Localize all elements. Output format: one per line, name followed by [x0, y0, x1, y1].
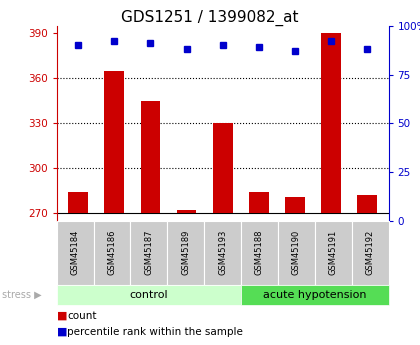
Text: GSM45188: GSM45188: [255, 230, 264, 275]
Bar: [68, 192, 88, 213]
Text: stress ▶: stress ▶: [2, 290, 42, 300]
Bar: [105, 71, 124, 213]
Text: GSM45187: GSM45187: [144, 230, 153, 275]
Bar: [285, 197, 304, 213]
Text: ■: ■: [57, 311, 67, 321]
Bar: [177, 210, 197, 213]
Text: GSM45190: GSM45190: [292, 230, 301, 275]
Text: GSM45186: GSM45186: [108, 230, 116, 275]
Text: control: control: [129, 290, 168, 300]
Text: GDS1251 / 1399082_at: GDS1251 / 1399082_at: [121, 10, 299, 26]
Bar: [321, 33, 341, 213]
Text: percentile rank within the sample: percentile rank within the sample: [67, 327, 243, 337]
Text: GSM45193: GSM45193: [218, 230, 227, 275]
Bar: [141, 101, 160, 213]
Text: ■: ■: [57, 327, 67, 337]
Text: count: count: [67, 311, 97, 321]
Text: GSM45192: GSM45192: [365, 230, 375, 275]
Text: acute hypotension: acute hypotension: [263, 290, 367, 300]
Bar: [249, 192, 268, 213]
Text: GSM45184: GSM45184: [71, 230, 80, 275]
Bar: [213, 124, 233, 213]
Text: GSM45189: GSM45189: [181, 230, 190, 275]
Text: GSM45191: GSM45191: [329, 230, 338, 275]
Bar: [357, 195, 377, 213]
